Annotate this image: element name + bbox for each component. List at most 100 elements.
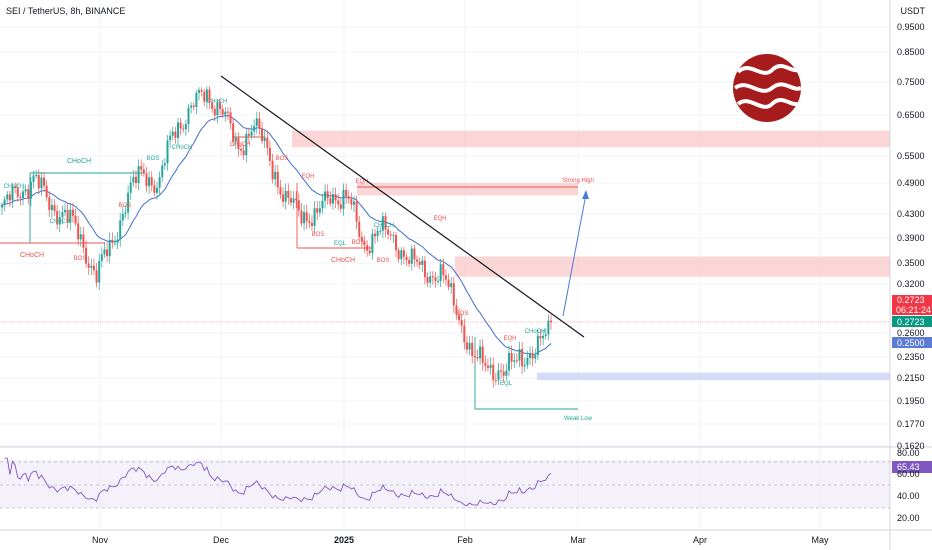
candle[interactable] [444, 269, 447, 286]
candle[interactable] [481, 339, 484, 371]
candle[interactable] [423, 256, 426, 285]
candle[interactable] [507, 345, 510, 377]
candle[interactable] [179, 118, 182, 136]
candle[interactable] [40, 172, 43, 196]
candle[interactable] [479, 339, 482, 365]
candle[interactable] [402, 247, 405, 265]
candle[interactable] [463, 318, 466, 350]
candle[interactable] [161, 160, 164, 183]
candle[interactable] [515, 353, 518, 364]
candle[interactable] [195, 89, 198, 114]
candle[interactable] [308, 213, 311, 229]
candle[interactable] [205, 86, 208, 109]
candle[interactable] [242, 144, 245, 161]
candle[interactable] [465, 335, 468, 354]
candle[interactable] [300, 202, 303, 227]
candle[interactable] [198, 87, 201, 101]
candle[interactable] [471, 335, 474, 364]
candle[interactable] [137, 159, 140, 191]
candle[interactable] [345, 183, 348, 205]
candle[interactable] [505, 363, 508, 380]
candle[interactable] [176, 117, 179, 146]
candle[interactable] [358, 215, 361, 241]
candle[interactable] [450, 277, 453, 295]
candle[interactable] [95, 262, 98, 288]
candle[interactable] [366, 240, 369, 257]
candle[interactable] [292, 191, 295, 209]
candle[interactable] [203, 88, 206, 107]
candle[interactable] [534, 348, 537, 364]
candle[interactable] [208, 86, 211, 110]
candle[interactable] [163, 158, 166, 170]
candle[interactable] [350, 192, 353, 210]
candle[interactable] [416, 255, 419, 267]
candle[interactable] [497, 362, 500, 385]
rsi-pane[interactable] [0, 457, 890, 509]
candle[interactable] [19, 192, 22, 206]
candle[interactable] [429, 271, 432, 288]
candle[interactable] [129, 175, 132, 201]
candle[interactable] [140, 159, 143, 177]
candle[interactable] [45, 179, 48, 201]
candle[interactable] [16, 184, 19, 202]
candle[interactable] [234, 132, 237, 150]
candle[interactable] [544, 328, 547, 340]
candle[interactable] [513, 353, 516, 369]
candle[interactable] [48, 191, 51, 218]
candle[interactable] [190, 102, 193, 114]
candle[interactable] [43, 171, 46, 192]
candle[interactable] [22, 187, 25, 206]
candle[interactable] [6, 191, 9, 203]
candle[interactable] [528, 346, 531, 366]
candle[interactable] [116, 231, 119, 250]
candle[interactable] [155, 181, 158, 200]
candle[interactable] [473, 348, 476, 364]
candle[interactable] [32, 170, 35, 189]
candle[interactable] [35, 169, 38, 179]
candle[interactable] [127, 185, 130, 220]
candle[interactable] [316, 200, 319, 221]
candle[interactable] [213, 105, 216, 122]
candle[interactable] [282, 187, 285, 207]
candle[interactable] [381, 212, 384, 239]
candle[interactable] [518, 341, 521, 367]
candle[interactable] [297, 192, 300, 217]
candle[interactable] [363, 236, 366, 253]
candle[interactable] [77, 215, 80, 246]
candle[interactable] [258, 111, 261, 135]
candle[interactable] [79, 226, 82, 247]
candle[interactable] [169, 130, 172, 148]
symbol-title[interactable]: SEI / TetherUS, 8h, BINANCE [6, 6, 125, 16]
candle[interactable] [455, 298, 458, 320]
candle[interactable] [374, 229, 377, 244]
candle[interactable] [268, 140, 271, 167]
candle[interactable] [171, 126, 174, 141]
candle[interactable] [245, 127, 248, 163]
candle[interactable] [324, 184, 327, 209]
candle[interactable] [371, 228, 374, 260]
candle[interactable] [476, 349, 479, 362]
candle[interactable] [355, 195, 358, 229]
candle[interactable] [90, 258, 93, 276]
candle[interactable] [255, 111, 258, 134]
candle[interactable] [395, 232, 398, 257]
candle[interactable] [376, 226, 379, 242]
candle[interactable] [98, 253, 101, 290]
candle[interactable] [74, 208, 77, 227]
candle[interactable] [418, 257, 421, 270]
candle[interactable] [71, 202, 74, 223]
candle[interactable] [400, 247, 403, 265]
candle[interactable] [240, 143, 243, 156]
candle[interactable] [229, 107, 232, 130]
candle[interactable] [289, 190, 292, 207]
candles-layer[interactable] [1, 86, 552, 388]
candle[interactable] [100, 247, 103, 268]
candle[interactable] [379, 226, 382, 236]
candle[interactable] [64, 203, 67, 217]
candle[interactable] [486, 358, 489, 372]
candle[interactable] [142, 163, 145, 177]
candle[interactable] [121, 206, 124, 227]
candle[interactable] [458, 307, 461, 325]
candle[interactable] [536, 329, 539, 361]
